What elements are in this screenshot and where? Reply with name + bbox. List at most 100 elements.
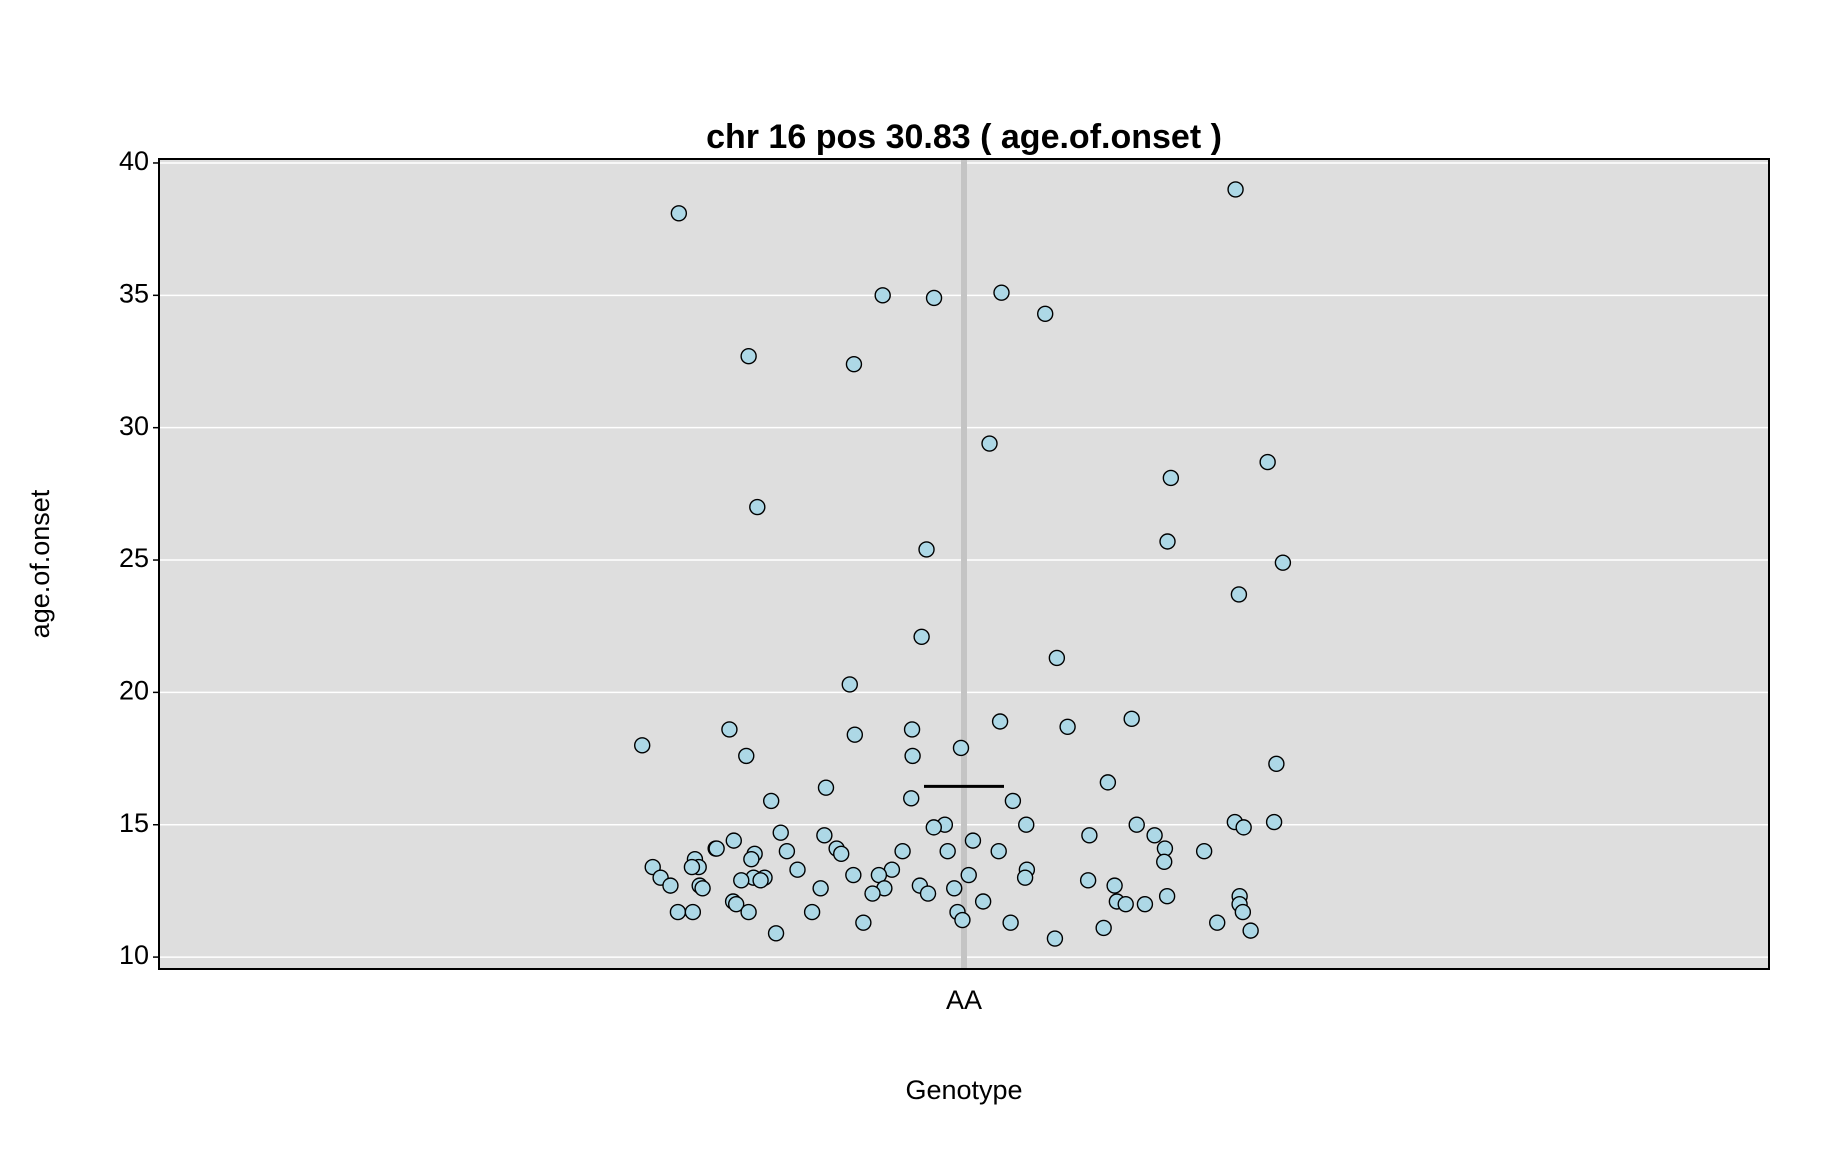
y-tick-label: 35	[119, 278, 149, 308]
point	[1036, 305, 1054, 323]
point	[1146, 827, 1163, 844]
point	[683, 858, 701, 876]
y-tick-label: 25	[119, 543, 149, 573]
point	[904, 747, 921, 765]
point	[1156, 853, 1173, 870]
point	[833, 845, 850, 863]
point	[903, 790, 920, 807]
point	[1259, 453, 1276, 471]
point	[1159, 533, 1176, 550]
point	[1136, 895, 1154, 913]
point	[669, 903, 687, 921]
point	[925, 289, 943, 307]
y-tick-label: 40	[119, 146, 149, 176]
point	[1079, 872, 1097, 889]
point	[725, 832, 742, 849]
point	[662, 877, 679, 894]
point	[954, 911, 971, 929]
point	[964, 832, 982, 849]
point	[846, 726, 864, 743]
point	[752, 872, 769, 889]
point	[1095, 919, 1112, 937]
point	[767, 925, 785, 942]
point	[740, 348, 757, 365]
point	[1117, 895, 1134, 913]
point	[919, 885, 937, 902]
point	[1004, 792, 1022, 810]
y-tick-label: 15	[119, 808, 149, 838]
point	[778, 843, 796, 860]
y-tick-label: 30	[119, 411, 149, 441]
point	[990, 843, 1007, 860]
y-tick-label: 10	[119, 940, 149, 970]
point	[812, 880, 829, 897]
point	[721, 721, 738, 738]
point	[1106, 877, 1123, 894]
x-axis-label: Genotype	[905, 1075, 1022, 1105]
point	[952, 739, 970, 757]
point	[1128, 816, 1145, 833]
point	[845, 355, 863, 373]
point	[762, 792, 780, 810]
y-axis-label: age.of.onset	[25, 489, 55, 638]
x-tick-label: AA	[946, 985, 982, 1015]
point	[946, 880, 963, 897]
point	[974, 893, 992, 910]
point	[894, 843, 911, 860]
panel-border	[158, 158, 1770, 970]
point	[733, 872, 750, 889]
point	[1230, 586, 1248, 603]
point	[1227, 181, 1244, 198]
point	[1002, 914, 1019, 931]
point	[1235, 819, 1252, 836]
point	[1099, 774, 1117, 791]
point	[1123, 710, 1140, 728]
point	[772, 824, 789, 841]
point	[903, 721, 921, 738]
point	[817, 779, 835, 796]
point	[738, 747, 755, 765]
point	[874, 287, 891, 304]
point	[845, 866, 862, 884]
point	[1158, 888, 1176, 905]
point	[1268, 755, 1285, 773]
point	[803, 903, 821, 921]
point	[1016, 869, 1034, 886]
point	[743, 850, 760, 868]
point	[727, 895, 745, 913]
point	[1046, 930, 1064, 947]
point	[1274, 554, 1292, 571]
point	[1081, 827, 1098, 844]
point	[1018, 816, 1035, 833]
y-tick-label: 20	[119, 676, 149, 706]
point	[918, 541, 935, 558]
point	[1048, 649, 1066, 667]
point	[789, 861, 806, 878]
point	[684, 903, 702, 921]
point	[1059, 718, 1076, 735]
point	[864, 885, 881, 902]
point	[694, 880, 711, 897]
chart-title: chr 16 pos 30.83 ( age.of.onset )	[706, 118, 1222, 156]
point	[993, 284, 1010, 301]
point	[1195, 843, 1213, 860]
point	[670, 205, 688, 222]
point	[816, 827, 833, 844]
point	[749, 498, 766, 516]
point	[981, 435, 998, 452]
point	[1162, 469, 1180, 487]
point	[841, 676, 858, 693]
point	[991, 713, 1009, 730]
point	[1265, 813, 1283, 831]
point	[740, 903, 757, 921]
point	[1234, 903, 1252, 921]
point	[1209, 914, 1226, 931]
point	[708, 840, 725, 857]
point	[634, 737, 651, 754]
point	[913, 628, 930, 645]
point	[960, 866, 977, 884]
point	[925, 819, 942, 836]
point	[939, 843, 956, 860]
